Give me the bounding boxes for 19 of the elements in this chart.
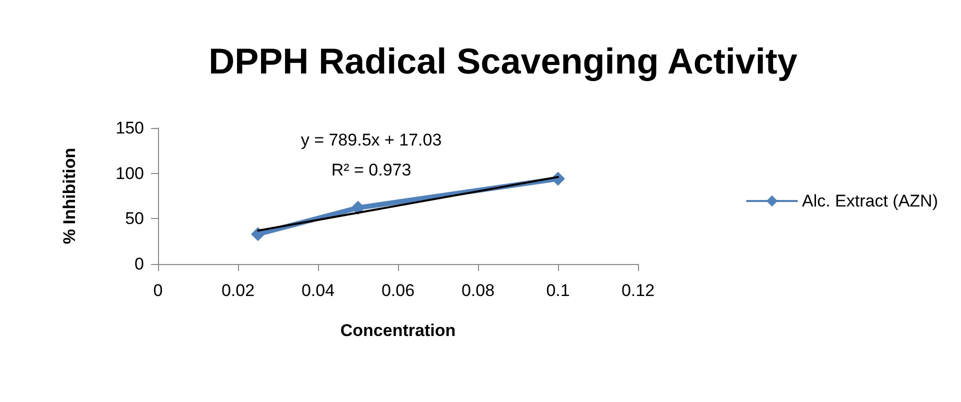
annotation: R² = 0.973 <box>331 160 412 180</box>
y-axis-title: % Inhibition <box>60 148 79 244</box>
x-tick-label: 0.12 <box>621 281 655 300</box>
x-tick-label: 0.04 <box>301 281 335 300</box>
x-tick-label: 0.08 <box>461 281 495 300</box>
x-tick-label: 0.06 <box>381 281 415 300</box>
x-axis-title: Concentration <box>340 321 456 340</box>
legend-label: Alc. Extract (AZN) <box>802 192 938 210</box>
point <box>251 227 265 242</box>
point <box>351 200 365 215</box>
y-tick-label: 50 <box>125 209 144 228</box>
x-tick-label: 0.1 <box>546 281 570 300</box>
y-tick-label: 0 <box>134 254 144 274</box>
chart-title: DPPH Radical Scavenging Activity <box>208 40 798 82</box>
x-tick-label: 0 <box>153 281 163 300</box>
y-tick-label: 150 <box>116 118 144 138</box>
annotation: y = 789.5x + 17.03 <box>300 130 442 150</box>
y-tick-label: 100 <box>116 164 144 183</box>
x-tick-label: 0.02 <box>221 281 255 300</box>
